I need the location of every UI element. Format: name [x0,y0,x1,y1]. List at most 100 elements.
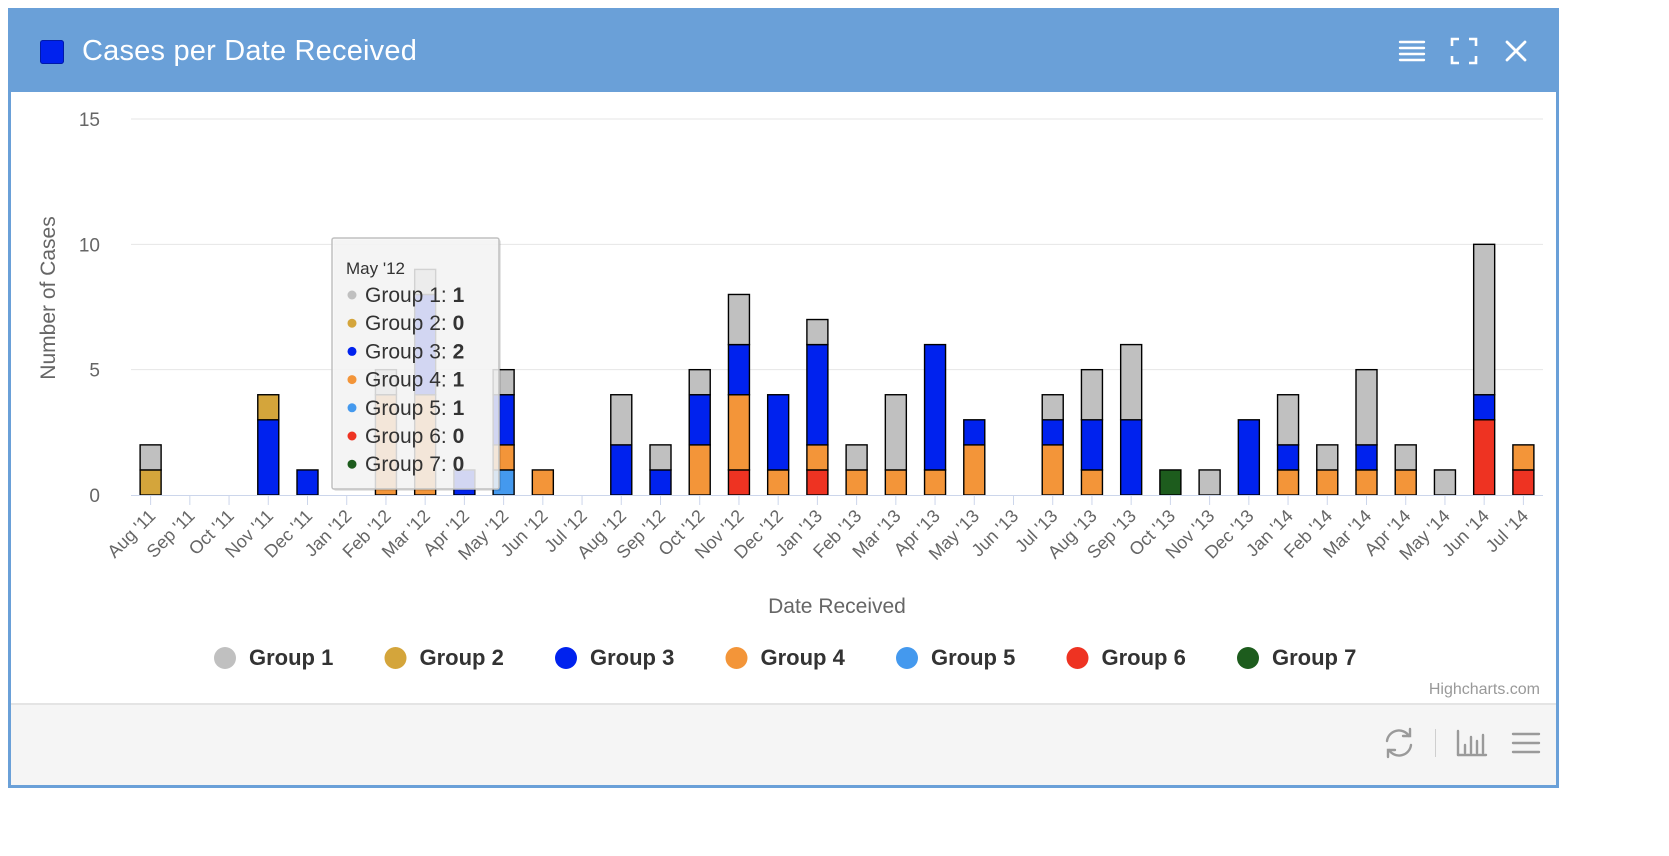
bar-group-3-aug-12[interactable] [610,444,633,496]
legend-label: Group 3 [590,645,674,670]
tooltip-header: May '12 [346,259,405,278]
bar-group-3-mar-14[interactable] [1355,444,1378,471]
bar-group-4-jun-12[interactable] [531,469,555,496]
legend-item-group-4[interactable]: Group 4 [725,645,846,670]
bar-group-4-mar-13[interactable] [884,469,908,496]
legend-label: Group 4 [761,645,846,670]
bar-group-4-nov-12[interactable] [727,394,751,471]
legend-item-group-5[interactable]: Group 5 [896,645,1015,670]
bar-group-4-may-13[interactable] [963,444,986,496]
bar-group-1-feb-13[interactable] [845,444,868,471]
menu-icon[interactable] [1396,35,1428,67]
bar-group-3-oct-12[interactable] [688,394,711,446]
bar-group-6-nov-12[interactable] [727,469,751,496]
widget-header: Cases per Date Received [11,11,1556,92]
bar-group-6-jan-13[interactable] [806,469,829,496]
bar-group-3-apr-13[interactable] [923,343,947,471]
header-actions [1396,35,1532,67]
menu-icon[interactable] [1508,725,1544,761]
footer-separator [1435,729,1436,757]
bar-group-2-nov-11[interactable] [257,394,280,421]
close-icon[interactable] [1500,35,1532,67]
bar-group-1-aug-11[interactable] [139,444,162,471]
widget-footer [11,703,1556,785]
fullscreen-icon[interactable] [1448,35,1480,67]
tooltip-row: Group 7: 0 [365,453,464,476]
bar-group-3-jan-13[interactable] [806,343,829,446]
bar-group-4-feb-13[interactable] [845,469,868,496]
bar-group-1-aug-13[interactable] [1080,368,1104,421]
bar-group-3-jul-13[interactable] [1041,419,1064,446]
bar-group-1-apr-14[interactable] [1394,444,1417,471]
bar-group-4-apr-14[interactable] [1394,469,1417,496]
bar-group-1-jan-13[interactable] [806,318,829,346]
bar-group-3-sep-12[interactable] [649,469,672,496]
widget-title: Cases per Date Received [82,35,418,67]
bar-group-4-jan-14[interactable] [1276,469,1300,496]
bar-group-1-oct-12[interactable] [688,368,711,396]
legend-marker [1066,647,1089,669]
bar-group-3-dec-13[interactable] [1237,419,1261,496]
tooltip-marker [347,459,357,469]
tooltip-marker [347,318,357,328]
tooltip-row: Group 1: 1 [365,284,465,307]
bar-group-1-jul-13[interactable] [1041,394,1064,421]
bar-group-4-apr-13[interactable] [923,469,947,496]
legend-item-group-7[interactable]: Group 7 [1237,645,1356,670]
bar-group-1-may-14[interactable] [1433,469,1457,496]
bar-group-1-sep-12[interactable] [649,444,672,471]
bar-group-1-feb-14[interactable] [1316,444,1339,471]
bar-group-1-nov-13[interactable] [1198,469,1221,496]
legend-item-group-3[interactable]: Group 3 [555,645,674,670]
tooltip-marker [347,431,357,441]
bar-group-3-nov-12[interactable] [727,343,751,396]
y-tick-label: 5 [89,361,100,382]
bar-group-1-mar-14[interactable] [1355,368,1378,446]
bar-group-4-mar-14[interactable] [1355,469,1378,496]
y-tick-label: 15 [79,110,100,131]
bar-group-4-aug-13[interactable] [1080,469,1104,496]
bar-group-3-dec-12[interactable] [766,394,790,471]
legend-item-group-2[interactable]: Group 2 [384,645,504,670]
bar-group-1-sep-13[interactable] [1119,343,1143,421]
title-color-icon [40,39,64,64]
bar-group-2-aug-11[interactable] [139,469,162,496]
legend-marker [555,647,577,669]
legend-label: Group 1 [249,645,333,670]
bar-group-1-jan-14[interactable] [1276,394,1300,446]
bar-group-7-oct-13[interactable] [1159,469,1182,496]
bar-group-4-jan-13[interactable] [806,444,829,471]
bar-group-3-may-13[interactable] [963,419,986,446]
legend: Group 1 Group 2 Group 3 Group 4 Group 5 Group… [214,645,1356,670]
bar-group-4-feb-14[interactable] [1316,469,1339,496]
bar-group-6-jul-14[interactable] [1512,469,1535,496]
bar-group-1-jun-14[interactable] [1472,243,1496,396]
legend-label: Group 7 [1272,645,1356,670]
bar-group-3-sep-13[interactable] [1119,419,1143,496]
legend-item-group-1[interactable]: Group 1 [214,645,333,670]
highcharts-credits[interactable]: Highcharts.com [1428,681,1540,698]
tooltip: May '12 Group 1: 1 Group 2: 0 Group 3: 2 Gro… [331,237,501,491]
refresh-icon[interactable] [1381,725,1417,761]
bar-group-4-jul-13[interactable] [1041,444,1064,496]
bar-group-1-aug-12[interactable] [610,394,633,446]
bar-chart-icon[interactable] [1454,725,1490,761]
bar-group-4-oct-12[interactable] [688,444,711,496]
bar-group-4-dec-12[interactable] [766,469,790,496]
tooltip-row: Group 5: 1 [365,397,465,420]
bar-group-1-mar-13[interactable] [884,394,908,471]
tooltip-marker [347,346,357,356]
bar-group-3-jan-14[interactable] [1276,444,1300,471]
chart-widget: Cases per Date Received [8,8,1559,788]
bar-group-3-aug-13[interactable] [1080,419,1104,471]
bar-group-1-nov-12[interactable] [727,293,751,346]
bar-group-4-jul-14[interactable] [1512,444,1535,471]
legend-item-group-6[interactable]: Group 6 [1066,645,1186,670]
bar-group-3-jun-14[interactable] [1472,394,1496,421]
bar-group-6-jun-14[interactable] [1472,419,1496,496]
tooltip-row: Group 3: 2 [365,340,464,363]
bar-group-3-dec-11[interactable] [296,469,319,496]
bar-group-3-nov-11[interactable] [257,419,280,496]
tooltip-marker [347,290,357,300]
tooltip-box [331,237,500,490]
